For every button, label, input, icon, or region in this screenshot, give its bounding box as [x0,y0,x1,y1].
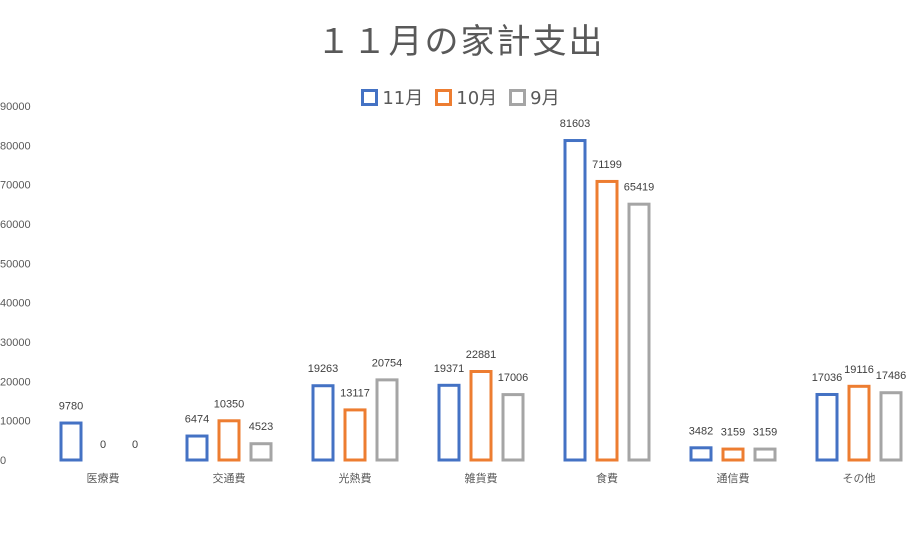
data-label: 0 [132,439,138,451]
bar [595,179,619,462]
data-label: 17036 [812,372,843,384]
y-tick-label: 20000 [0,376,31,388]
y-tick-label: 50000 [0,258,31,270]
chart-title: １１月の家計支出 [316,22,605,62]
legend-label: 9月 [530,88,560,109]
legend-swatch [435,88,453,106]
bar [375,378,399,462]
y-tick-label: 80000 [0,140,31,152]
bar [627,202,651,462]
x-tick-label: 光熱費 [339,471,372,485]
y-tick-label: 30000 [0,337,31,349]
bar [311,384,335,462]
legend-item-0: 11月 [361,84,423,110]
y-tick-label: 90000 [0,101,31,113]
x-tick-label: 食費 [596,471,618,485]
bar [847,384,871,462]
legend-item-1: 10月 [435,84,497,110]
data-label: 0 [100,439,106,451]
bar [469,370,493,462]
bar [249,442,273,462]
bar [59,421,83,462]
bar [815,392,839,462]
y-tick-label: 70000 [0,180,31,192]
x-tick-label: 雑貨費 [465,471,498,485]
legend-swatch [509,88,527,106]
bar [343,408,367,462]
data-label: 65419 [624,182,655,194]
data-label: 13117 [340,387,370,399]
bar [879,391,903,462]
y-tick-label: 10000 [0,416,31,428]
data-label: 3159 [753,427,777,439]
data-label: 19371 [434,363,465,375]
data-label: 22881 [466,349,497,361]
data-label: 17486 [876,370,907,382]
data-label: 20754 [372,357,403,369]
y-tick-label: 40000 [0,298,31,310]
data-label: 9780 [59,401,83,413]
bar [437,383,461,462]
x-tick-label: その他 [843,472,876,485]
data-label: 19263 [308,363,339,375]
bar [721,447,745,462]
bar [563,139,587,462]
legend: 11月 10月 9月 [0,84,921,110]
data-label: 71199 [592,159,622,171]
bar [185,434,209,462]
x-tick-label: 通信費 [717,471,750,485]
data-label: 6474 [185,414,209,426]
data-label: 4523 [249,421,273,433]
legend-swatch [361,88,379,106]
x-tick-label: 交通費 [213,471,246,485]
bar [689,446,713,462]
data-label: 17006 [498,372,529,384]
legend-item-2: 9月 [509,84,560,110]
bar [217,419,241,462]
data-label: 10350 [214,398,245,410]
bar [753,447,777,462]
data-label: 19116 [844,364,874,376]
data-label: 3159 [721,427,745,439]
x-tick-label: 医療費 [87,471,120,485]
data-label: 81603 [560,118,591,130]
y-tick-label: 60000 [0,219,31,231]
y-tick-label: 0 [0,455,6,467]
bar [501,393,525,462]
legend-label: 10月 [456,88,498,109]
data-label: 3482 [689,425,713,437]
legend-label: 11月 [382,88,424,109]
